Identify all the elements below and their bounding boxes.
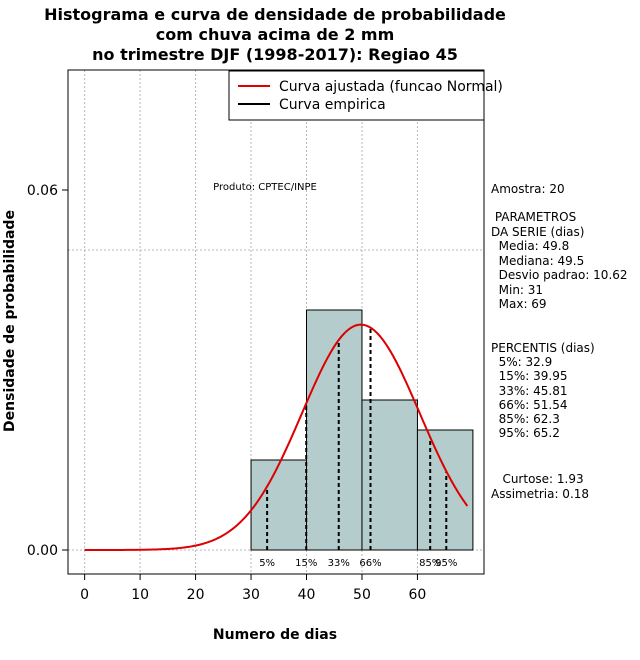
chart-title-line-3: no trimestre DJF (1998-2017): Regiao 45 <box>92 45 458 64</box>
y-tick-label: 0.00 <box>27 543 58 559</box>
legend-box <box>228 70 485 121</box>
x-tick-label: 10 <box>131 587 149 603</box>
stat-params-title-1: PARAMETROS <box>491 210 577 224</box>
normal-fit-curve <box>84 323 469 551</box>
curves <box>84 323 469 551</box>
chart-title-line-2: com chuva acima de 2 mm <box>155 25 395 44</box>
histogram-bar <box>250 459 308 551</box>
stat-percentiles-title: PERCENTIS (dias) <box>491 341 595 355</box>
chart-title-line-1: Histograma e curva de densidade de proba… <box>44 5 506 24</box>
percentile-label: 33% <box>328 558 350 569</box>
stat-mean: Media: 49.8 <box>491 239 570 253</box>
legend: Curva ajustada (funcao Normal) Curva emp… <box>228 70 503 121</box>
histogram-bar <box>306 309 363 551</box>
percentile-label: 15% <box>295 558 317 569</box>
axes: 0 10 20 30 40 50 60 0.00 0.06 <box>27 183 427 603</box>
percentile-label: 85% <box>419 558 441 569</box>
histogram-bars <box>250 309 474 551</box>
stat-kurtosis: Curtose: 1.93 <box>491 472 584 486</box>
percentile-label: 5% <box>259 558 275 569</box>
x-tick-label: 30 <box>242 587 260 603</box>
stat-p85: 85%: 62.3 <box>491 412 560 426</box>
stat-params-title-2: DA SERIE (dias) <box>491 225 585 239</box>
x-tick-label: 50 <box>353 587 371 603</box>
stat-max: Max: 69 <box>491 297 547 311</box>
x-tick-label: 60 <box>409 587 427 603</box>
product-label: Produto: CPTEC/INPE <box>213 182 317 193</box>
stat-sd: Desvio padrao: 10.62 <box>491 268 628 282</box>
stat-sample: Amostra: 20 <box>491 182 565 196</box>
percentile-label: 95% <box>435 558 457 569</box>
x-axis-title: Numero de dias <box>213 627 337 643</box>
stat-p15: 15%: 39.95 <box>491 369 568 383</box>
legend-empirical-label: Curva empirica <box>279 97 386 113</box>
stat-p66: 66%: 51.54 <box>491 398 568 412</box>
stat-min: Min: 31 <box>491 283 544 297</box>
percentile-markers: 5% 15% 33% 66% 85%95% <box>259 327 457 569</box>
y-axis-title: Densidade de probabilidade <box>2 210 18 432</box>
histogram-bar <box>416 429 474 551</box>
y-tick-label: 0.06 <box>27 183 58 199</box>
x-tick-label: 40 <box>298 587 316 603</box>
stat-skewness: Assimetria: 0.18 <box>491 487 590 501</box>
histogram-bar <box>361 399 418 551</box>
x-tick-label: 0 <box>80 587 89 603</box>
x-tick-label: 20 <box>187 587 205 603</box>
stat-p5: 5%: 32.9 <box>491 355 553 369</box>
stat-median: Mediana: 49.5 <box>491 254 585 268</box>
stat-p33: 33%: 45.81 <box>491 384 568 398</box>
stat-p95: 95%: 65.2 <box>491 426 560 440</box>
percentile-label: 66% <box>359 558 381 569</box>
legend-fitted-label: Curva ajustada (funcao Normal) <box>279 79 503 95</box>
